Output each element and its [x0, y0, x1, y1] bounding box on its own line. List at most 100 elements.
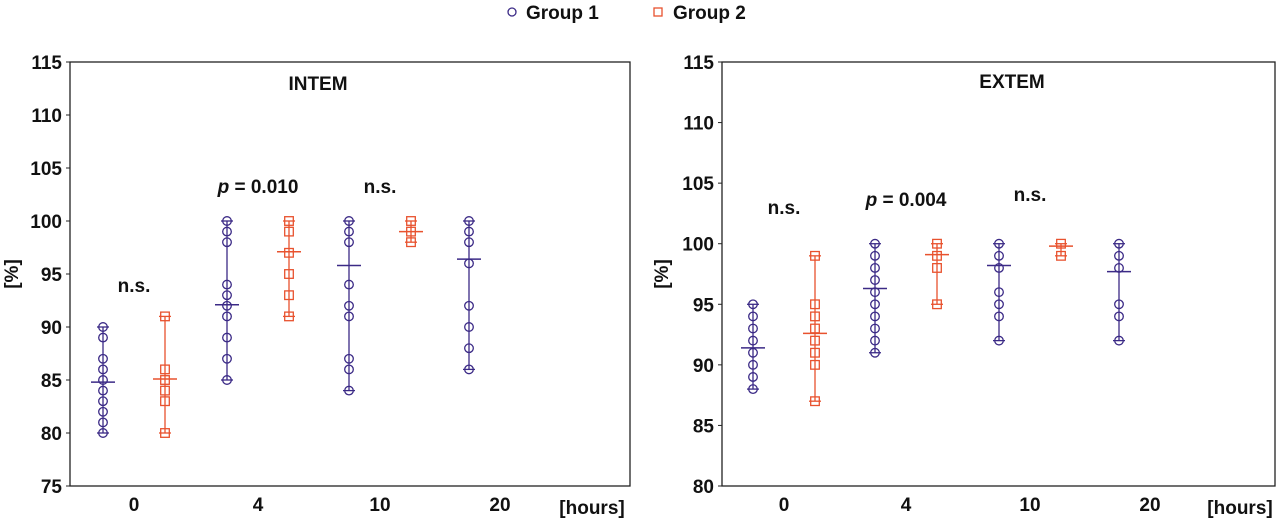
data-point-circle [98, 406, 108, 417]
data-point-circle [98, 353, 108, 364]
data-point-square [810, 359, 820, 370]
y-tick-label: 100 [30, 212, 62, 233]
data-point-circle [98, 396, 108, 407]
data-point-square [284, 216, 294, 226]
data-point-circle [344, 237, 354, 248]
significance-annotation: p = 0.004 [865, 190, 947, 211]
data-point-circle [870, 238, 880, 249]
data-point-circle [344, 300, 354, 311]
panel-title: INTEM [288, 74, 347, 95]
data-point-circle [748, 335, 758, 346]
panel-title: EXTEM [979, 72, 1044, 93]
plot-frame [69, 61, 631, 487]
data-point-square [284, 247, 294, 258]
data-point-circle [222, 226, 232, 237]
x-tick-label: 0 [129, 495, 140, 516]
y-tick-label: 85 [41, 371, 63, 392]
data-point-square [160, 311, 170, 322]
data-point-circle [222, 300, 232, 311]
y-tick-label: 105 [682, 174, 714, 195]
data-point-square [1056, 250, 1066, 261]
data-point-circle [464, 364, 474, 375]
data-point-square [1056, 238, 1066, 249]
data-point-circle [222, 311, 232, 322]
data-point-circle [748, 359, 758, 370]
data-point-circle [98, 364, 108, 375]
data-point-square [284, 226, 294, 237]
y-tick-label: 100 [682, 235, 714, 256]
data-point-circle [870, 262, 880, 273]
y-tick-label: 115 [683, 53, 714, 74]
data-point-square [284, 290, 294, 301]
legend-label-group-1: Group 1 [526, 3, 599, 24]
data-point-circle [464, 343, 474, 354]
data-point-square [932, 250, 942, 261]
data-point-circle [344, 364, 354, 375]
data-point-circle [1114, 238, 1124, 249]
data-point-circle [748, 299, 758, 310]
data-point-circle [870, 323, 880, 334]
data-point-square [810, 299, 820, 310]
data-point-circle [1114, 299, 1124, 310]
plot-frame [721, 61, 1276, 487]
legend: Group 1 Group 2 [507, 3, 746, 24]
x-tick-label: 10 [1019, 495, 1040, 516]
data-point-square [160, 428, 170, 438]
x-axis-label: [hours] [559, 498, 624, 518]
data-point-circle [994, 262, 1004, 273]
y-tick-label: 110 [31, 106, 62, 127]
data-point-circle [994, 335, 1004, 346]
y-tick-label: 85 [693, 416, 715, 437]
data-point-circle [870, 311, 880, 322]
data-point-circle [98, 428, 108, 438]
x-axis-label: [hours] [1207, 498, 1272, 518]
data-point-circle [870, 335, 880, 346]
data-point-circle [870, 299, 880, 310]
data-point-square [284, 311, 294, 322]
y-tick-label: 80 [693, 477, 714, 498]
data-point-circle [344, 226, 354, 237]
data-point-circle [870, 275, 880, 286]
intem-panel: 75 80 85 90 95 100 105 110 115 0 4 10 20 [hours] [%] IN… [2, 53, 631, 519]
significance-annotation: n.s. [118, 276, 151, 297]
data-point-circle [344, 353, 354, 364]
data-point-square [932, 238, 942, 249]
data-point-circle [464, 300, 474, 311]
data-point-circle [222, 279, 232, 290]
x-tick-label: 20 [1139, 495, 1160, 516]
p-symbol: p [865, 190, 878, 211]
data-point-square [160, 396, 170, 407]
data-point-square [160, 364, 170, 375]
data-point-circle [870, 347, 880, 358]
data-point-square [932, 299, 942, 310]
data-point-circle [1114, 250, 1124, 261]
data-point-circle [98, 375, 108, 385]
legend-marker-group-2 [653, 7, 663, 17]
data-point-square [810, 335, 820, 346]
data-point-circle [222, 290, 232, 301]
y-tick-label: 95 [693, 295, 715, 316]
data-point-square [284, 269, 294, 279]
data-point-circle [98, 322, 108, 332]
data-point-square [810, 250, 820, 261]
x-tick-label: 0 [779, 495, 790, 516]
data-point-square [810, 311, 820, 322]
data-point-circle [994, 238, 1004, 249]
p-value: = 0.010 [229, 177, 298, 198]
data-point-circle [344, 216, 354, 226]
data-point-circle [344, 385, 354, 396]
y-tick-label: 115 [31, 53, 62, 74]
data-point-circle [994, 299, 1004, 310]
data-point-circle [1114, 335, 1124, 346]
x-tick-label: 10 [369, 495, 390, 516]
y-tick-label: 80 [41, 424, 62, 445]
data-point-square [932, 262, 942, 273]
data-point-square [160, 385, 170, 396]
p-symbol: p [217, 177, 230, 198]
y-tick-label: 90 [693, 356, 714, 377]
data-point-circle [222, 353, 232, 364]
data-point-circle [98, 385, 108, 396]
x-tick-label: 4 [901, 495, 912, 516]
data-point-circle [222, 332, 232, 343]
